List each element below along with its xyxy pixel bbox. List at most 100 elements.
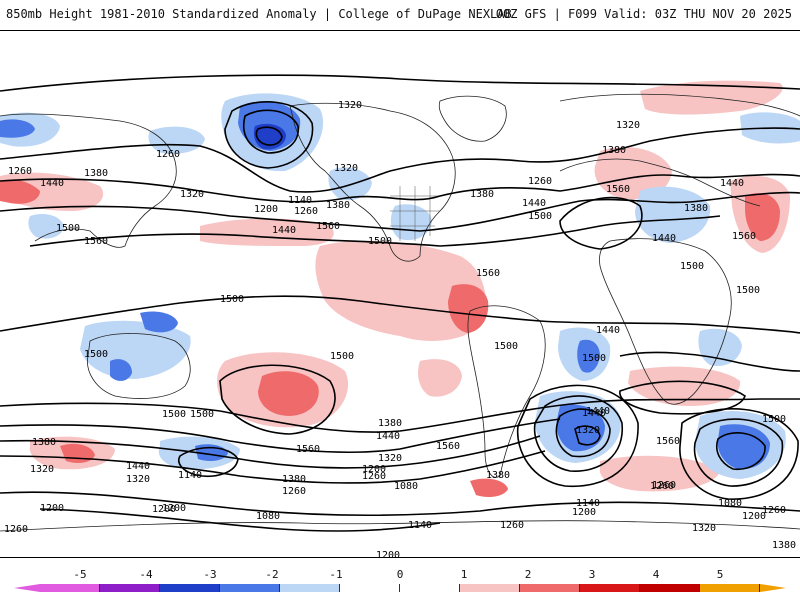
model-valid-time: 00Z GFS | F099 Valid: 03Z THU NOV 20 202… [495, 7, 792, 21]
label-1320: 1320 [338, 100, 362, 111]
negative-anomaly-east-siberia [148, 126, 205, 154]
label-1260: 1260 [294, 206, 318, 217]
positive-anomaly-drake-passage [470, 478, 508, 497]
colorbar-segment-zero_pos [400, 584, 460, 592]
colorbar-segment-neg3 [160, 584, 220, 592]
negative-anomaly-australia-mid [110, 359, 132, 381]
label-1500: 1500 [762, 414, 786, 425]
colorbar-max-arrow [760, 584, 786, 592]
label-1440: 1440 [586, 406, 610, 417]
contour-1440-north [0, 173, 800, 203]
label-1440: 1440 [376, 431, 400, 442]
label-1560: 1560 [84, 236, 108, 247]
negative-anomaly-canada-east [390, 204, 432, 241]
colorbar-tick: 2 [524, 568, 532, 581]
label-1380: 1380 [772, 540, 796, 551]
contour-south-atlantic-low-4 [574, 425, 601, 446]
label-1500: 1500 [56, 223, 80, 234]
contour-1500-equator [0, 295, 800, 334]
label-1380: 1380 [282, 474, 306, 485]
contour-1440-south [0, 418, 561, 454]
colorbar-tick: 4 [652, 568, 660, 581]
positive-anomaly-atlantic-mid [418, 359, 462, 397]
coast-eurasia [0, 93, 800, 248]
negative-anomaly-africa-east [698, 328, 742, 367]
label-1140: 1140 [288, 195, 312, 206]
label-1500: 1500 [84, 349, 108, 360]
label-1500: 1500 [162, 409, 186, 420]
anomaly-map: 1320 1260 1380 1440 1500 1560 1320 1260 … [0, 30, 800, 558]
colorbar: -5 -4 -3 -2 -1 0 1 2 3 4 5 [0, 568, 800, 600]
label-1260: 1260 [282, 486, 306, 497]
label-1440: 1440 [272, 225, 296, 236]
colorbar-segment-neg1 [280, 584, 340, 592]
label-1080: 1080 [718, 498, 742, 509]
coast-antarctica [0, 520, 800, 532]
label-1440: 1440 [40, 178, 64, 189]
colorbar-tick: -1 [329, 568, 343, 581]
label-1260: 1260 [650, 481, 674, 492]
label-1200: 1200 [162, 503, 186, 514]
negative-anomaly-indonesia [140, 311, 178, 333]
negative-anomaly-hudson [328, 167, 372, 201]
label-1560: 1560 [436, 441, 460, 452]
colorbar-segment-zero_neg [340, 584, 400, 592]
negative-anomaly-indian-southern-low-mid [717, 424, 770, 470]
label-1260: 1260 [362, 471, 386, 482]
label-1380: 1380 [326, 200, 350, 211]
colorbar-tick: -3 [203, 568, 217, 581]
label-1560: 1560 [732, 231, 756, 242]
label-1260: 1260 [652, 480, 676, 491]
positive-anomaly-asia-core [0, 179, 40, 204]
colorbar-segment-neg2 [220, 584, 280, 592]
positive-anomaly-east-pacific [315, 240, 487, 341]
label-1380: 1380 [378, 418, 402, 429]
label-1500: 1500 [494, 341, 518, 352]
coast-south-america [467, 305, 546, 478]
negative-anomaly-siberia-west-mid [0, 119, 35, 138]
contour-1140-south-pacific-low [178, 446, 239, 477]
label-1440: 1440 [720, 178, 744, 189]
contour-alaska-low-1 [243, 109, 299, 154]
label-1200: 1200 [376, 550, 400, 557]
label-1200: 1200 [742, 511, 766, 522]
contour-1560-south-atlantic [619, 380, 746, 415]
contour-south-atlantic-low-2 [533, 395, 623, 472]
coast-greenland [438, 95, 507, 142]
label-1320: 1320 [30, 464, 54, 475]
label-1260: 1260 [500, 520, 524, 531]
contour-indian-low-2 [693, 418, 784, 487]
colorbar-segment-neg4 [100, 584, 160, 592]
label-1140: 1140 [408, 520, 432, 531]
label-1500: 1500 [330, 351, 354, 362]
label-1500: 1500 [736, 285, 760, 296]
colorbar-tick: 5 [716, 568, 724, 581]
colorbar-segment-pos3 [580, 584, 640, 592]
label-1500: 1500 [190, 409, 214, 420]
label-1380: 1380 [84, 168, 108, 179]
height-contours [0, 74, 800, 532]
colorbar-segment-pos5 [700, 584, 760, 592]
colorbar-tick: 3 [588, 568, 596, 581]
label-1320: 1320 [616, 120, 640, 131]
contour-1500-southeast [619, 351, 800, 372]
contour-1500-south [0, 398, 800, 433]
label-1440: 1440 [652, 233, 676, 244]
label-1320: 1320 [692, 523, 716, 534]
label-1380: 1380 [470, 189, 494, 200]
positive-anomaly-south-america [448, 284, 489, 333]
label-1140: 1140 [178, 470, 202, 481]
label-1500: 1500 [528, 211, 552, 222]
label-1200: 1200 [362, 464, 386, 475]
label-1260: 1260 [8, 166, 32, 177]
negative-anomaly-south-america-east-mid [577, 339, 600, 373]
header: 850mb Height 1981-2010 Standardized Anom… [0, 0, 800, 30]
coast-australia [87, 333, 191, 399]
label-1500: 1500 [368, 236, 392, 247]
colorbar-min-arrow [14, 584, 40, 592]
label-1260: 1260 [4, 524, 28, 535]
negative-anomaly-south-atlantic-low-mid [556, 404, 605, 452]
contour-indian-low-3 [679, 408, 799, 500]
label-1440: 1440 [522, 198, 546, 209]
map-title: 850mb Height 1981-2010 Standardized Anom… [6, 7, 512, 21]
